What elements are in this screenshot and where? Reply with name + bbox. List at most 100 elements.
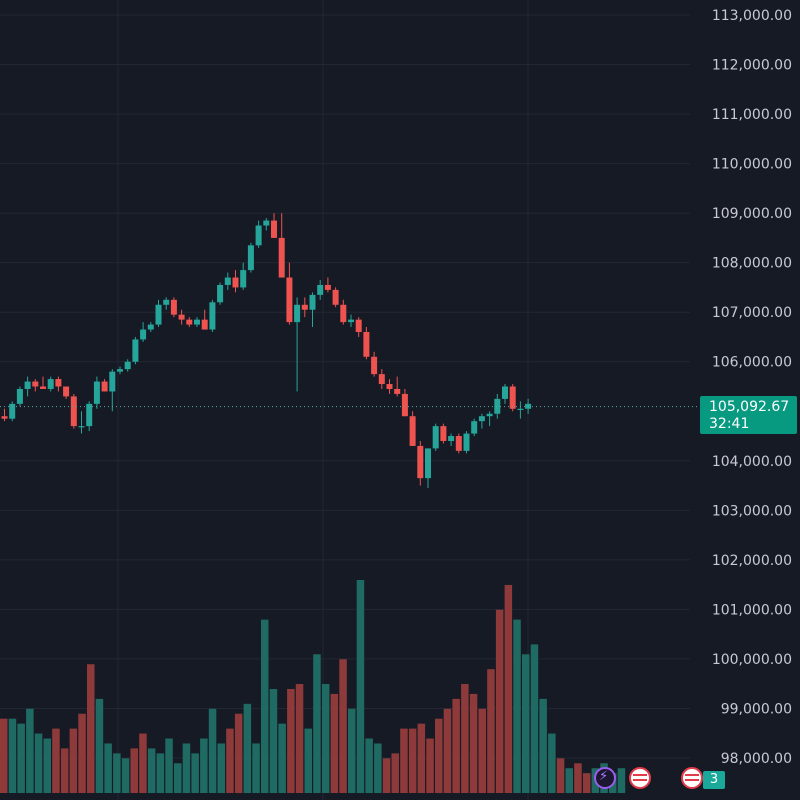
candle-body	[301, 304, 308, 310]
volume-bar	[78, 713, 86, 793]
candle-body	[117, 369, 123, 372]
candle-body	[440, 426, 447, 441]
volume-bar	[400, 728, 408, 793]
candle-body	[170, 299, 177, 315]
volume-bar	[539, 698, 547, 793]
candle-body	[178, 314, 185, 320]
volume-bar	[243, 703, 252, 793]
candle-body	[155, 304, 162, 325]
last-price-value: 105,092.67	[709, 399, 790, 415]
candle-body	[16, 388, 23, 404]
lightning-icon[interactable]	[594, 767, 616, 789]
volume-bar	[530, 644, 539, 793]
candle-body	[163, 299, 170, 305]
volume-bar	[139, 733, 147, 793]
price-axis-label: 98,000.00	[721, 751, 792, 767]
volume-bar	[435, 718, 443, 793]
volume-bar	[26, 708, 34, 793]
candle-body	[255, 225, 262, 246]
candle-body	[432, 426, 439, 449]
volume-bar	[34, 733, 43, 793]
volume-bar	[60, 748, 69, 793]
candle-body	[232, 277, 239, 288]
volume-bar	[121, 758, 130, 793]
volume-bar	[582, 773, 591, 793]
candle-body	[1, 416, 8, 419]
candle-body	[240, 270, 247, 288]
candle-body	[271, 220, 277, 238]
candle-body	[486, 413, 493, 417]
volume-bar	[461, 684, 469, 793]
volume-bar	[52, 728, 60, 793]
volume-bar	[200, 738, 208, 793]
volume-bar	[321, 684, 330, 793]
candle-body	[70, 396, 77, 427]
candle-body	[78, 426, 85, 428]
events-count-badge[interactable]: 3	[703, 771, 725, 789]
candle-body	[394, 388, 401, 394]
candle-body	[86, 403, 93, 427]
candle-body	[55, 379, 62, 387]
volume-bar	[382, 758, 391, 793]
volume-bar	[165, 738, 173, 793]
volume-bar	[8, 718, 17, 793]
volume-bar	[17, 723, 25, 793]
volume-bar	[87, 664, 95, 793]
volume-bar	[278, 723, 286, 793]
candle-body	[309, 294, 316, 310]
volume-bar	[0, 718, 8, 793]
candle-body	[217, 284, 224, 303]
volume-bar	[156, 753, 165, 793]
volume-bar	[617, 768, 626, 793]
volume-bar	[495, 609, 504, 793]
candle-body	[417, 445, 424, 479]
candle-body	[278, 237, 285, 278]
volume-bar	[113, 753, 121, 793]
volume-bar	[43, 738, 51, 793]
volume-bar	[208, 708, 217, 793]
us-flag-icon[interactable]	[629, 767, 651, 789]
candle-body	[201, 319, 208, 330]
price-axis-label: 104,000.00	[712, 454, 792, 470]
volume-bar	[426, 738, 434, 793]
candle-body	[471, 421, 478, 434]
price-axis-label: 103,000.00	[712, 503, 792, 519]
candle-body	[47, 379, 54, 389]
volume-bar	[234, 713, 243, 793]
volume-bar	[469, 693, 478, 793]
volume-bar	[295, 684, 304, 793]
price-axis-label: 111,000.00	[712, 107, 792, 123]
price-axis-label: 109,000.00	[712, 206, 792, 222]
volume-bar	[330, 693, 339, 793]
us-flag-icon[interactable]	[681, 767, 703, 789]
candle-body	[509, 386, 516, 409]
last-price-badge: 105,092.67 32:41	[700, 396, 797, 434]
candle-body	[32, 381, 39, 387]
volume-bar	[522, 654, 530, 793]
volume-bar	[269, 688, 278, 793]
candle-body	[502, 386, 508, 399]
candle-body	[378, 374, 385, 385]
volume-bar	[408, 728, 417, 793]
candle-body	[247, 245, 254, 271]
candle-body	[294, 304, 301, 323]
candle-body	[101, 381, 108, 392]
volume-bar	[191, 753, 199, 793]
price-axis-label: 112,000.00	[712, 58, 792, 74]
candle-body	[147, 324, 154, 330]
volume-bar	[365, 738, 373, 793]
volume-bar	[174, 763, 182, 793]
candle-body	[348, 319, 354, 323]
volume-bar	[217, 743, 225, 793]
volume-bar	[95, 698, 104, 793]
volume-bar	[182, 743, 191, 793]
candle-body	[40, 386, 46, 389]
candle-body	[478, 416, 485, 422]
volume-bar	[487, 669, 495, 793]
candle-body	[63, 386, 70, 397]
candle-body	[448, 436, 455, 441]
volume-bar	[226, 728, 234, 793]
volume-bar	[304, 728, 312, 793]
volume-bar	[417, 723, 426, 793]
